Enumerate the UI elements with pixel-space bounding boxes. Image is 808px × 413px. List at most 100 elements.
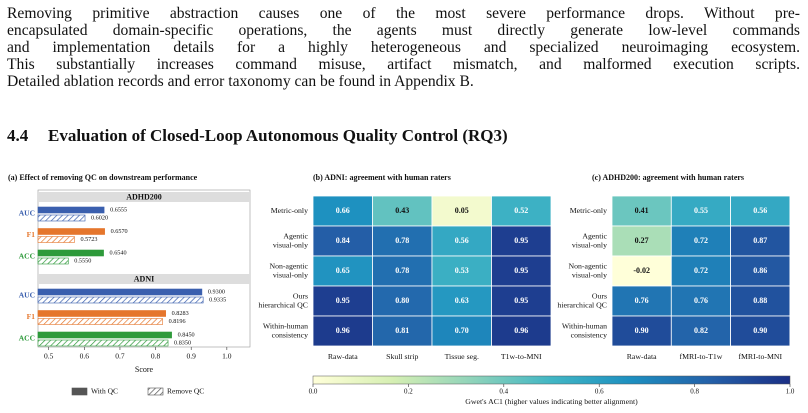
column-label: fMRI-to-T1w <box>680 352 723 361</box>
metric-label: F1 <box>27 312 36 321</box>
cell-label: 0.87 <box>753 236 767 245</box>
cell-label: 0.82 <box>694 326 708 335</box>
value-label: 0.8283 <box>172 310 189 317</box>
row-label: Within-human <box>263 321 308 330</box>
heatmap-cell <box>491 225 552 257</box>
legend-label: With QC <box>91 387 118 396</box>
row-label: visual-only <box>572 270 607 279</box>
cell-label: 0.05 <box>455 206 469 215</box>
x-tick-label: 0.8 <box>151 352 161 361</box>
cell-label: 0.96 <box>336 326 350 335</box>
cell-label: 0.76 <box>694 296 708 305</box>
group-band <box>38 192 250 202</box>
row-label: consistency <box>571 330 607 339</box>
row-label: Ours <box>293 291 308 300</box>
cell-label: 0.56 <box>753 206 767 215</box>
colorbar-tick-label: 0.6 <box>595 388 604 396</box>
x-tick-label: 0.5 <box>44 352 54 361</box>
heatmap-cell <box>670 195 731 227</box>
heatmap-cell <box>372 285 433 317</box>
value-label: 0.6020 <box>91 214 108 221</box>
heatmap-cell <box>491 255 552 287</box>
heatmap-cell <box>312 225 373 257</box>
value-label: 0.9335 <box>209 296 226 303</box>
row-label: Agentic <box>283 231 308 240</box>
cell-label: 0.81 <box>395 326 409 335</box>
metric-label: AUC <box>19 209 35 218</box>
cell-label: 0.78 <box>395 236 409 245</box>
cell-label: 0.95 <box>514 296 528 305</box>
row-label: visual-only <box>273 240 308 249</box>
paragraph-line: encapsulated domain-specific operations,… <box>7 22 800 39</box>
bar <box>37 339 169 347</box>
heatmap-cell <box>730 225 791 257</box>
plot-frame <box>37 189 251 348</box>
cell-label: 0.52 <box>514 206 528 215</box>
heatmap-cell <box>730 315 791 347</box>
heatmap-cell <box>491 195 552 227</box>
cell-label: -0.02 <box>633 266 650 275</box>
cell-label: 0.63 <box>455 296 469 305</box>
paragraph-line: This substantially increases command mis… <box>7 56 800 73</box>
column-label: Tissue seg. <box>445 352 479 361</box>
cell-label: 0.78 <box>395 266 409 275</box>
bar <box>37 288 203 296</box>
heatmap-cell <box>372 315 433 347</box>
cell-label: 0.90 <box>635 326 649 335</box>
row-label: visual-only <box>273 270 308 279</box>
heatmap-cell <box>312 315 373 347</box>
bar <box>37 331 172 339</box>
row-label: hierarchical QC <box>557 300 607 309</box>
row-label: visual-only <box>572 240 607 249</box>
cell-label: 0.80 <box>395 296 409 305</box>
heatmap-cell <box>312 255 373 287</box>
heatmap-cell <box>431 255 492 287</box>
cell-label: 0.76 <box>635 296 649 305</box>
row-label: Within-human <box>562 321 607 330</box>
panel-title: (b) ADNI: agreement with human raters <box>313 173 451 182</box>
cell-label: 0.70 <box>455 326 469 335</box>
bar <box>37 318 163 325</box>
colorbar-tick-label: 0.0 <box>309 388 318 396</box>
cell-label: 0.53 <box>455 266 469 275</box>
value-label: 0.6555 <box>110 206 127 213</box>
paragraph-line: and implementation details for a highly … <box>7 39 800 56</box>
metric-label: F1 <box>27 230 36 239</box>
panel-title: (c) ADHD200: agreement with human raters <box>592 173 744 182</box>
heatmap-cell <box>611 195 672 227</box>
heatmap-cell <box>491 315 552 347</box>
colorbar-label: Gwet's AC1 (higher values indicating bet… <box>465 397 638 406</box>
cell-label: 0.72 <box>694 266 708 275</box>
x-axis-label: Score <box>135 365 154 374</box>
row-label: hierarchical QC <box>258 300 308 309</box>
cell-label: 0.95 <box>514 236 528 245</box>
heatmap-cell <box>611 315 672 347</box>
legend-label: Remove QC <box>167 387 204 396</box>
cell-label: 0.88 <box>753 296 767 305</box>
row-label: consistency <box>272 330 308 339</box>
heatmap-cell <box>670 315 731 347</box>
row-label: Metric-only <box>570 206 607 215</box>
value-label: 0.5550 <box>74 257 91 264</box>
heatmap-cell <box>431 195 492 227</box>
row-label: Non-agentic <box>568 261 607 270</box>
heatmap-cell <box>312 285 373 317</box>
x-tick-label: 1.0 <box>222 352 232 361</box>
cell-label: 0.95 <box>336 296 350 305</box>
row-label: Agentic <box>582 231 607 240</box>
section-number: 4.4 <box>7 126 29 145</box>
cell-label: 0.56 <box>455 236 469 245</box>
cell-label: 0.90 <box>753 326 767 335</box>
cell-label: 0.84 <box>336 236 350 245</box>
cell-label: 0.66 <box>336 206 350 215</box>
value-label: 0.8450 <box>178 331 195 338</box>
column-label: Raw-data <box>627 352 657 361</box>
paragraph-line: Detailed ablation records and error taxo… <box>7 73 474 90</box>
cell-label: 0.43 <box>395 206 409 215</box>
paragraph-line: Removing primitive abstraction causes on… <box>7 5 800 22</box>
bar <box>37 236 75 243</box>
metric-label: ACC <box>19 334 35 343</box>
value-label: 0.9300 <box>208 288 225 295</box>
